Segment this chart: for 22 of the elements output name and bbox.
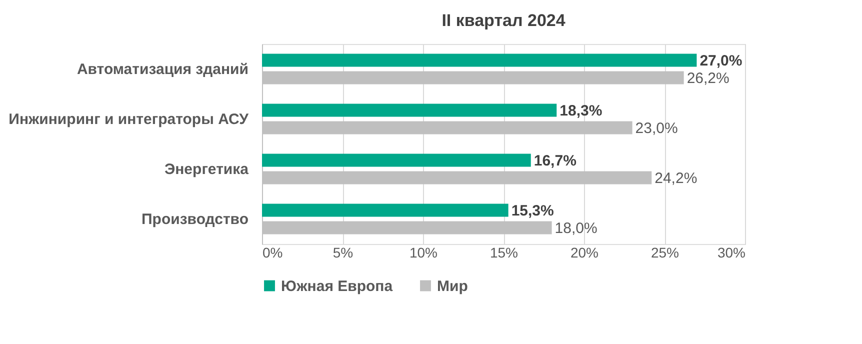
data-label: 23,0% — [635, 120, 678, 137]
data-label: 26,2% — [686, 70, 730, 87]
y-tick-label: Инжиниринг и интеграторы АСУ — [8, 111, 250, 128]
data-label: 27,0% — [700, 52, 742, 70]
x-tick-label: 10% — [409, 244, 438, 260]
x-tick-label: 30% — [717, 244, 746, 260]
data-label: 24,2% — [654, 170, 698, 187]
x-tick-label: 15% — [490, 244, 518, 260]
data-label: 16,7% — [534, 152, 576, 170]
x-tick-label: 0% — [262, 244, 283, 260]
chart-title: II квартал 2024 — [442, 11, 566, 30]
data-label: 18,0% — [554, 220, 598, 237]
y-tick-label: Автоматизация зданий — [76, 61, 248, 78]
legend-label: Мир — [437, 278, 468, 295]
x-tick-label: 20% — [570, 244, 599, 260]
data-label: 15,3% — [511, 202, 554, 220]
x-tick-label: 25% — [650, 244, 680, 260]
data-label: 18,3% — [560, 102, 602, 120]
y-tick-label: Производство — [142, 211, 248, 228]
x-tick-label: 5% — [332, 244, 354, 260]
legend-label: Южная Европа — [281, 278, 394, 295]
y-tick-label: Энергетика — [164, 161, 250, 178]
